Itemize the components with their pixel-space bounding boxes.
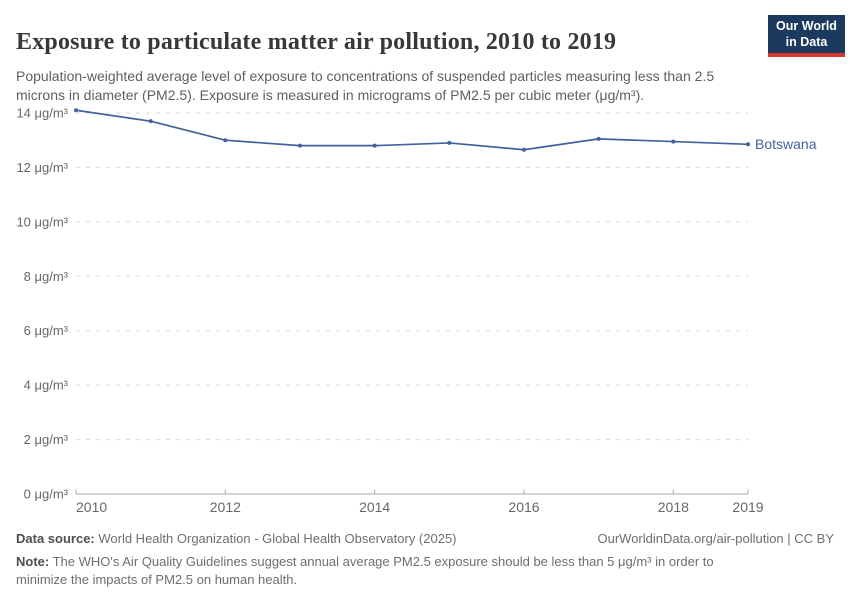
data-source: Data source: World Health Organization -… <box>16 531 457 546</box>
data-point[interactable] <box>148 119 153 124</box>
license-link[interactable]: OurWorldinData.org/air-pollution | CC BY <box>597 531 834 546</box>
data-point[interactable] <box>746 142 750 147</box>
owid-logo[interactable]: Our World in Data <box>768 15 845 58</box>
x-tick-label: 2016 <box>508 499 539 515</box>
owid-logo-line2: in Data <box>785 34 828 49</box>
data-point[interactable] <box>223 138 228 143</box>
y-tick-label: 4 μg/m³ <box>24 378 69 393</box>
data-source-label: Data source: <box>16 531 95 546</box>
owid-logo-line1: Our World <box>776 19 837 33</box>
y-tick-label: 10 μg/m³ <box>16 214 68 229</box>
footer: Data source: World Health Organization -… <box>16 531 834 546</box>
y-tick-label: 0 μg/m³ <box>24 487 69 502</box>
series-line[interactable] <box>75 109 749 151</box>
page-title: Exposure to particulate matter air pollu… <box>16 29 617 56</box>
data-source-value: World Health Organization - Global Healt… <box>94 531 457 546</box>
footer-note: Note: The WHO's Air Quality Guidelines s… <box>16 553 760 590</box>
chart-subtitle: Population-weighted average level of exp… <box>16 68 715 104</box>
series-end-label[interactable]: Botswana <box>755 136 817 152</box>
x-tick-label: 2010 <box>76 499 107 515</box>
x-tick-label: 2019 <box>732 499 763 515</box>
y-tick-label: 12 μg/m³ <box>16 160 68 175</box>
x-tick-label: 2012 <box>210 499 241 515</box>
data-point[interactable] <box>298 143 302 148</box>
note-value: The WHO's Air Quality Guidelines suggest… <box>16 554 714 588</box>
y-tick-label: 2 μg/m³ <box>24 432 69 447</box>
y-tick-label: 14 μg/m³ <box>16 106 68 121</box>
data-point[interactable] <box>596 136 601 141</box>
data-point[interactable] <box>671 139 676 144</box>
data-point[interactable] <box>447 140 452 145</box>
data-point[interactable] <box>74 108 78 113</box>
data-point[interactable] <box>522 147 526 152</box>
y-tick-label: 6 μg/m³ <box>24 323 69 338</box>
data-point[interactable] <box>372 143 377 148</box>
chart-svg: 0 μg/m³ 2 μg/m³ 4 μg/m³ 6 μg/m³ 8 μg/m³ 10 μg… <box>16 106 817 516</box>
x-tick-label: 2014 <box>359 499 390 515</box>
y-tick-label: 8 μg/m³ <box>24 269 69 284</box>
x-tick-label: 2018 <box>658 499 689 515</box>
note-label: Note: <box>16 554 50 569</box>
